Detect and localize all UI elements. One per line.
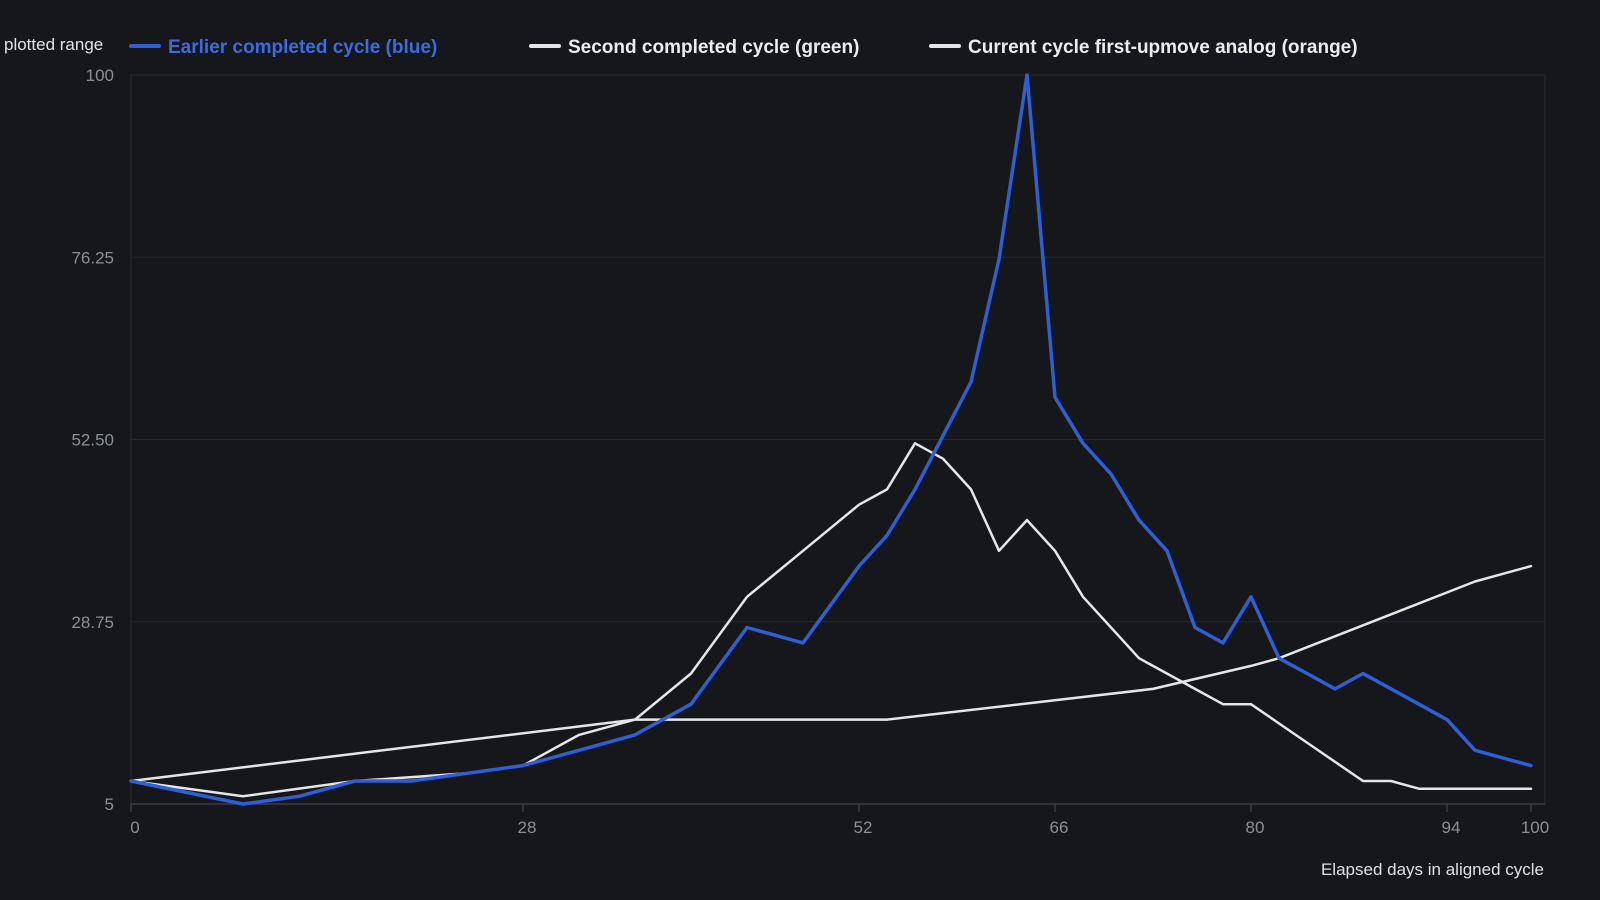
y-tick-label: 52.50 [71, 431, 114, 450]
y-tick-label: 100 [86, 66, 114, 85]
x-tick-label: 0 [130, 818, 139, 837]
y-tick-label: 76.25 [71, 248, 114, 267]
series-line-1 [129, 73, 1533, 806]
x-tick-label: 66 [1050, 818, 1069, 837]
x-tick-label: 52 [854, 818, 873, 837]
plotted-range-label: plotted range [4, 35, 103, 54]
x-tick-label: 80 [1246, 818, 1265, 837]
legend: Earlier completed cycle (blue) Second com… [129, 37, 1358, 58]
y-tick-label: 28.75 [71, 613, 114, 632]
x-tick-label: 28 [518, 818, 537, 837]
series-line-2 [129, 442, 1533, 798]
axes: 5 28.75 52.50 76.25 100 0 28 52 66 80 94 100 [71, 66, 1549, 837]
legend-label: Earlier completed cycle (blue) [168, 37, 437, 58]
y-tick-label: 5 [105, 795, 114, 814]
series-lines [129, 73, 1533, 806]
x-axis-title: Elapsed days in aligned cycle [1321, 860, 1544, 879]
series-line-3 [129, 564, 1533, 783]
legend-label: Second completed cycle (green) [568, 37, 859, 58]
x-tick-label: 100 [1521, 818, 1549, 837]
grid [131, 74, 1545, 805]
legend-label: Current cycle first-upmove analog (orang… [968, 37, 1358, 58]
x-tick-label: 94 [1442, 818, 1461, 837]
